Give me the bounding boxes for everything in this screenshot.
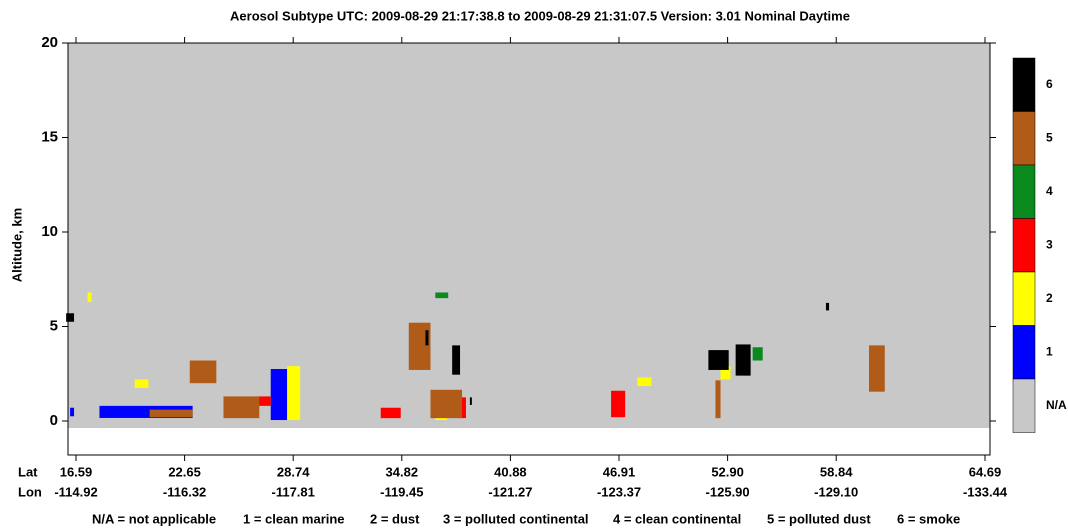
y-tick-label: 5 [50,317,58,334]
aerosol-feature [869,345,885,391]
y-tick-label: 0 [50,412,58,429]
lat-tick-label: 34.82 [386,464,419,479]
aerosol-feature [135,379,149,388]
aerosol-feature [715,380,720,418]
aerosol-feature [470,397,472,405]
aerosol-feature [425,330,428,345]
legend-entry: 1 = clean marine [243,511,345,526]
aerosol-feature [66,313,74,322]
colorbar-swatch [1013,112,1035,166]
colorbar-label: 1 [1046,344,1053,358]
lat-tick-label: 16.59 [60,464,93,479]
colorbar-swatch [1013,272,1035,326]
lon-tick-label: -116.32 [163,484,206,499]
aerosol-feature [736,344,751,375]
lon-tick-label: -123.37 [597,484,641,499]
legend-entry: 4 = clean continental [613,511,741,526]
aerosol-feature [452,345,460,374]
legend-entry: N/A = not applicable [92,511,216,526]
lat-label: Lat [18,464,38,479]
colorbar-label: 4 [1046,184,1053,198]
y-tick-label: 15 [41,128,58,145]
aerosol-feature [70,408,74,417]
colorbar-label: 3 [1046,237,1053,251]
lat-tick-label: 22.65 [168,464,201,479]
lon-tick-label: -114.92 [54,484,97,499]
colorbar-label: N/A [1046,398,1067,412]
aerosol-feature [88,292,92,301]
y-axis-label: Altitude, km [9,208,24,282]
lat-tick-label: 52.90 [711,464,744,479]
y-tick-label: 10 [41,223,58,240]
legend-entry: 5 = polluted dust [767,511,871,526]
aerosol-feature [190,361,217,384]
legend-entry: 6 = smoke [897,511,960,526]
page: {"chart_data": { "type": "curtain", "tit… [0,0,1068,530]
y-tick-label: 20 [41,34,58,51]
lon-tick-label: -119.45 [380,484,423,499]
colorbar-swatch [1013,326,1035,380]
lon-tick-label: -133.44 [963,484,1008,499]
aerosol-feature [753,347,763,360]
colorbar-label: 2 [1046,291,1053,305]
colorbar-swatch [1013,58,1035,112]
colorbar-swatch [1013,219,1035,273]
lon-tick-label: -117.81 [272,484,315,499]
aerosol-feature [381,408,401,418]
lat-tick-label: 58.84 [820,464,853,479]
lat-tick-label: 46.91 [603,464,636,479]
chart-title: Aerosol Subtype UTC: 2009-08-29 21:17:38… [230,8,850,23]
aerosol-feature [637,378,651,387]
aerosol-feature [435,292,448,298]
aerosol-feature [708,350,728,370]
colorbar-label: 5 [1046,130,1053,144]
lon-label: Lon [18,484,42,499]
aerosol-feature [826,303,829,311]
lon-tick-label: -121.27 [488,484,532,499]
aerosol-feature [611,391,625,417]
legend-entry: 3 = polluted continental [443,511,589,526]
lon-tick-label: -129.10 [814,484,858,499]
lat-tick-label: 40.88 [494,464,527,479]
aerosol-feature [258,396,270,405]
lon-tick-label: -125.90 [706,484,750,499]
lat-tick-label: 28.74 [277,464,310,479]
aerosol-feature [287,366,300,420]
aerosol-feature [271,369,287,420]
colorbar-label: 6 [1046,77,1053,91]
lat-tick-label: 64.69 [969,464,1002,479]
colorbar-swatch [1013,379,1035,433]
aerosol-feature [430,390,462,418]
chart: Aerosol Subtype UTC: 2009-08-29 21:17:38… [0,0,1068,530]
legend-entry: 2 = dust [370,511,420,526]
aerosol-feature [223,396,259,418]
aerosol-feature [150,410,193,418]
colorbar-swatch [1013,165,1035,219]
aerosol-feature [409,323,431,370]
